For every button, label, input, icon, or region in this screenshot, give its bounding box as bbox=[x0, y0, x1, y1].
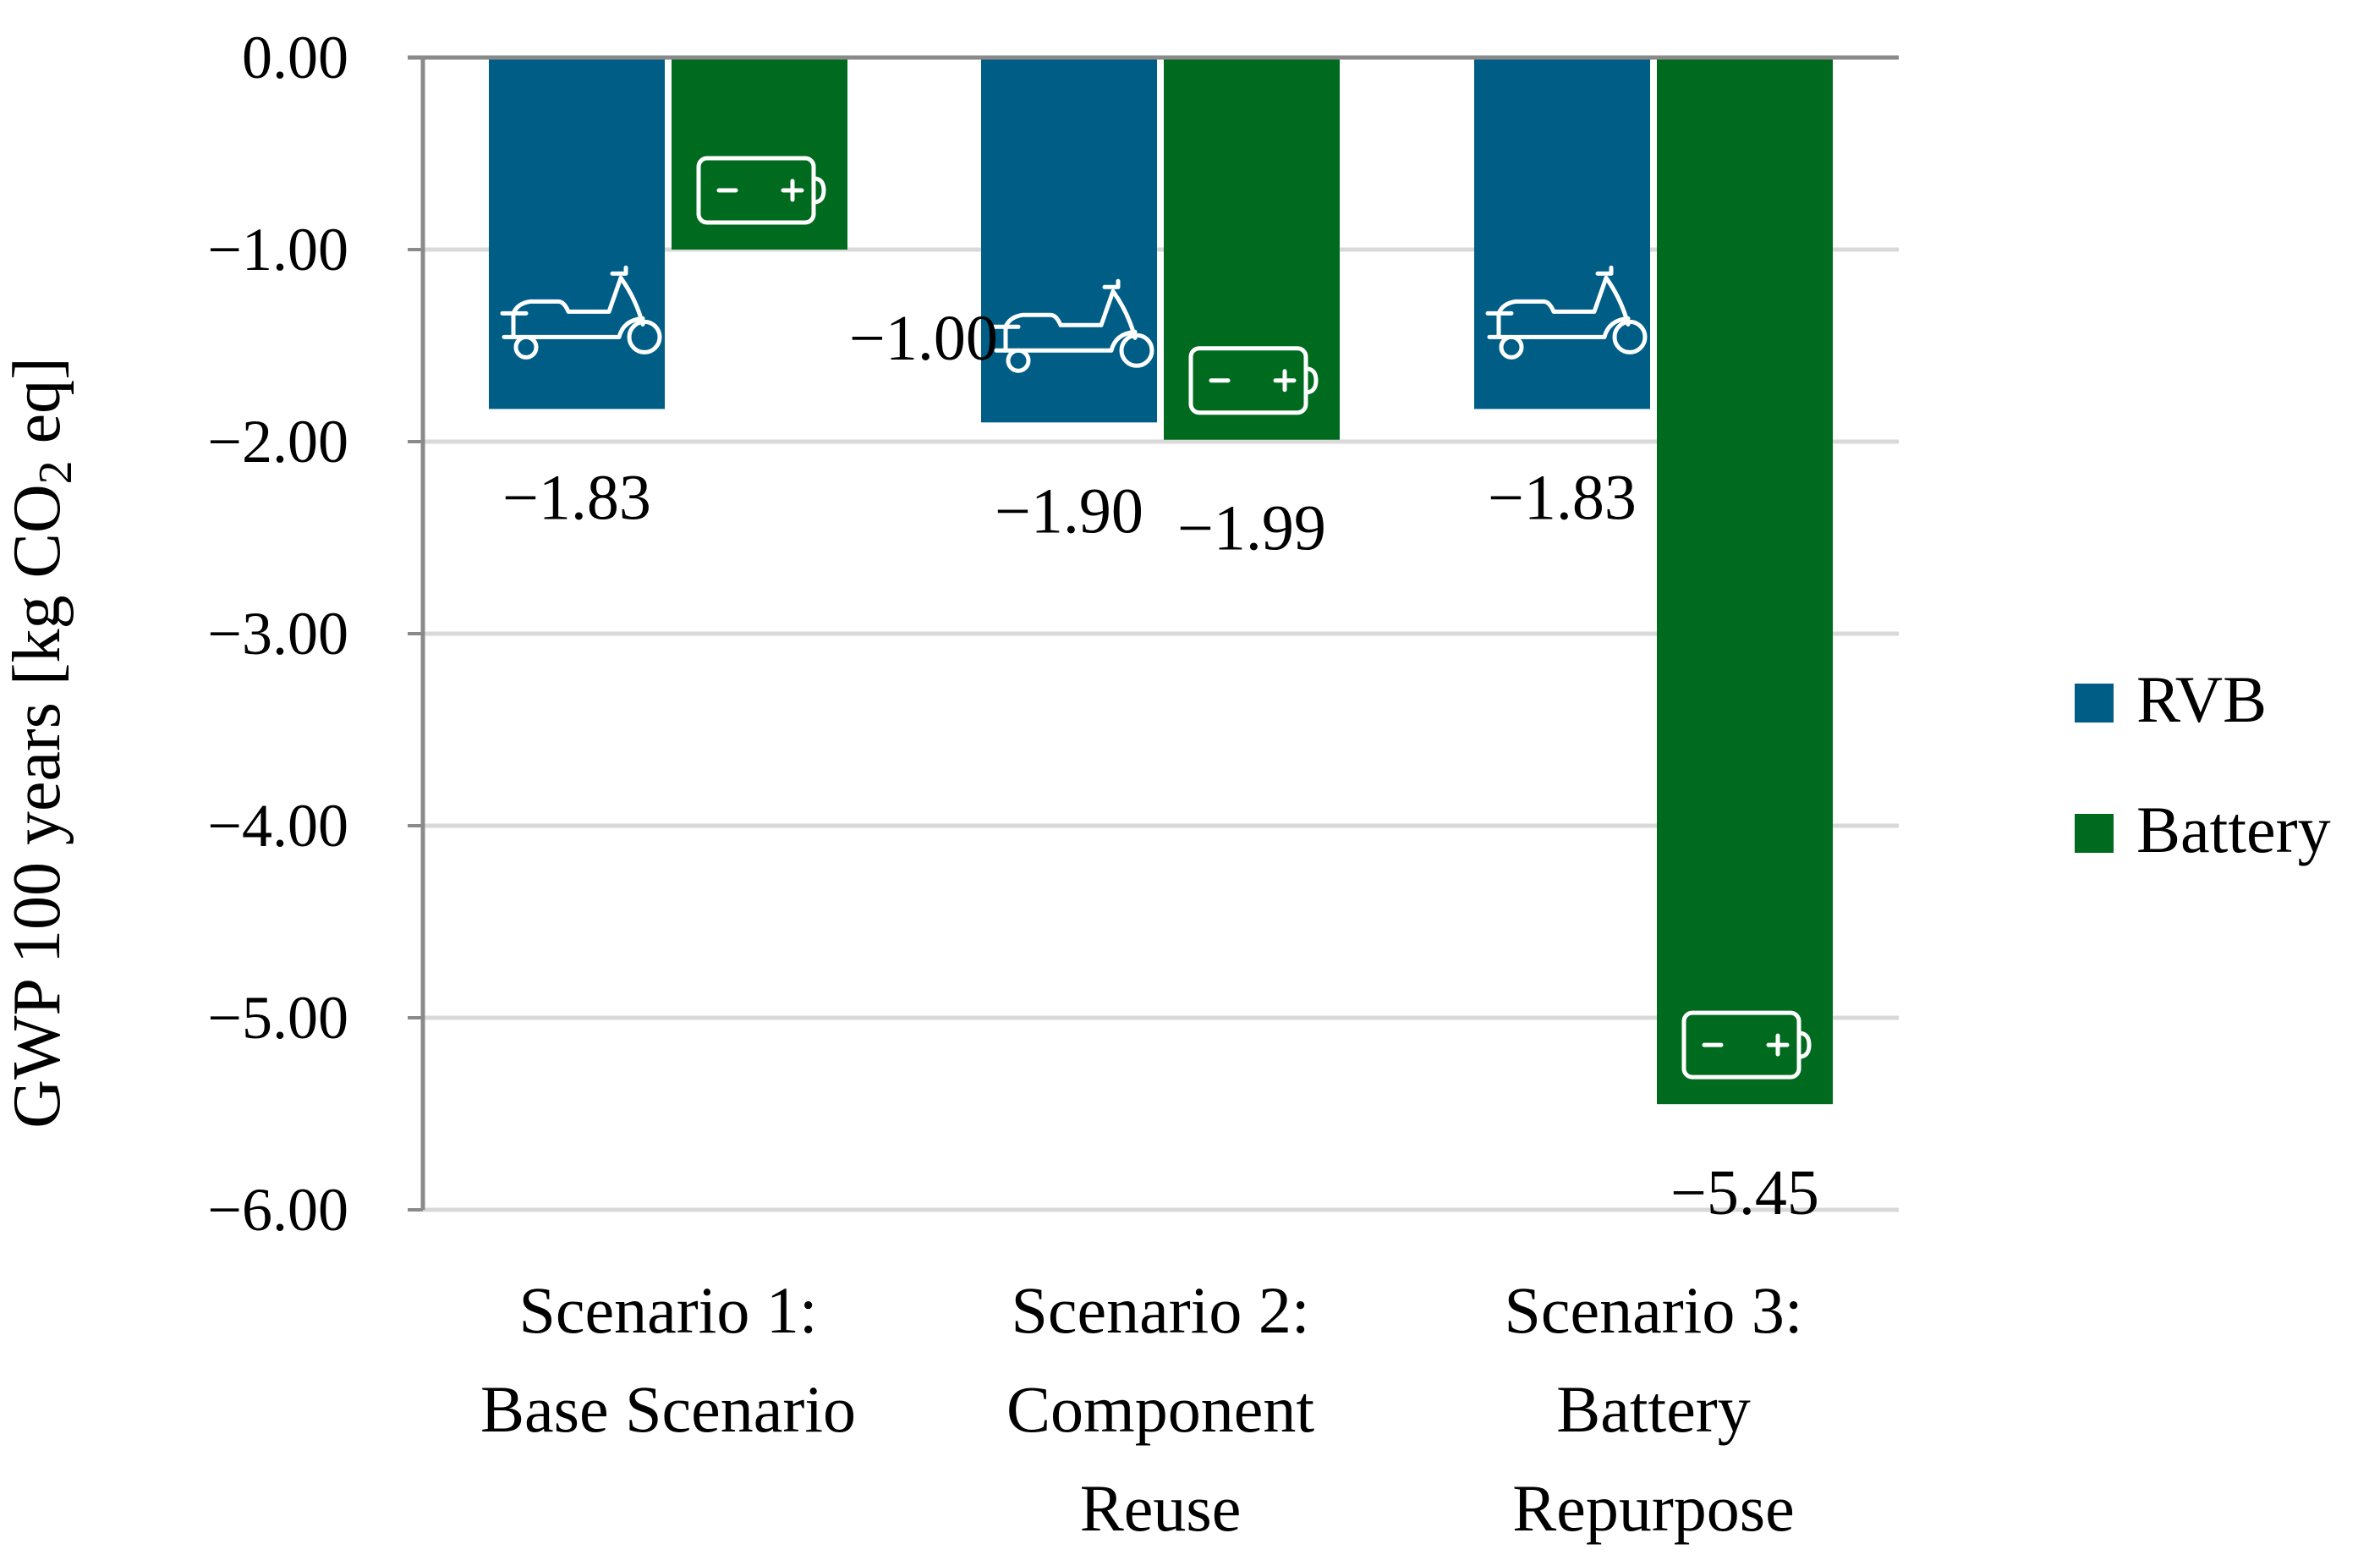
category-label: Repurpose bbox=[1512, 1471, 1795, 1545]
bars bbox=[489, 58, 1833, 1105]
category-label: Component bbox=[1006, 1372, 1314, 1446]
category-label: Scenario 2: bbox=[1011, 1273, 1309, 1347]
category-label: Scenario 1: bbox=[518, 1273, 817, 1347]
bar-battery-2 bbox=[1164, 58, 1340, 440]
category-label: Base Scenario bbox=[480, 1372, 856, 1446]
y-tick-label: 0.00 bbox=[242, 24, 348, 91]
bar-rvb-3 bbox=[1474, 58, 1650, 409]
bar-rvb-1 bbox=[489, 58, 665, 409]
legend-swatch-rvb bbox=[2075, 684, 2114, 723]
y-tick-label: −3.00 bbox=[207, 600, 348, 668]
category-label: Scenario 3: bbox=[1504, 1273, 1802, 1347]
gridlines bbox=[423, 247, 1899, 1212]
y-axis-ticks: 0.00 −1.00 −2.00 −3.00 −4.00 −5.00 −6.00 bbox=[207, 24, 423, 1244]
category-label: Reuse bbox=[1080, 1471, 1242, 1545]
y-tick-label: −6.00 bbox=[207, 1176, 348, 1244]
category-label: Battery bbox=[1556, 1372, 1751, 1446]
y-axis-title: GWP 100 years [kg CO2 eq] bbox=[0, 357, 82, 1129]
data-label-battery-1: −1.00 bbox=[849, 303, 998, 374]
axes bbox=[408, 55, 1899, 1210]
y-tick-label: −5.00 bbox=[207, 984, 348, 1052]
legend: RVB Battery bbox=[2075, 662, 2331, 866]
legend-swatch-battery bbox=[2075, 814, 2114, 853]
data-label-battery-3: −5.45 bbox=[1670, 1157, 1819, 1228]
bar-rvb-2 bbox=[981, 58, 1157, 423]
y-tick-label: −4.00 bbox=[207, 792, 348, 860]
data-label-battery-2: −1.99 bbox=[1177, 493, 1326, 564]
data-label-rvb-3: −1.83 bbox=[1488, 462, 1637, 533]
data-label-rvb-1: −1.83 bbox=[502, 462, 651, 533]
data-label-rvb-2: −1.90 bbox=[995, 475, 1143, 547]
data-labels: −1.83 −1.90 −1.83 −1.00 −1.99 −5.45 bbox=[502, 303, 1819, 1228]
legend-label-battery: Battery bbox=[2136, 793, 2331, 866]
y-tick-label: −1.00 bbox=[207, 216, 348, 283]
y-tick-label: −2.00 bbox=[207, 408, 348, 475]
category-labels: Scenario 1: Base Scenario Scenario 2: Compo… bbox=[480, 1273, 1803, 1545]
bar-battery-3 bbox=[1657, 58, 1833, 1105]
legend-label-rvb: RVB bbox=[2136, 662, 2267, 736]
